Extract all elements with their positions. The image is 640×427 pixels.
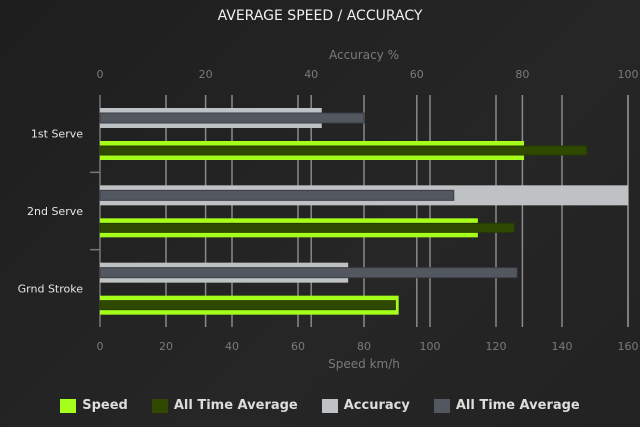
bar-speed-average <box>99 222 515 233</box>
tick-label-accuracy: 60 <box>410 68 424 81</box>
legend-swatch <box>151 398 168 413</box>
legend-swatch <box>60 398 77 413</box>
legend-item-speed[interactable]: Speed <box>60 398 128 413</box>
legend-item-speed-average[interactable]: All Time Average <box>151 398 298 413</box>
category-label: Grnd Stroke <box>18 282 84 295</box>
legend-swatch <box>433 398 450 413</box>
chart-title: AVERAGE SPEED / ACCURACY <box>217 8 423 24</box>
legend-label: All Time Average <box>173 398 298 413</box>
tick-label-accuracy: 0 <box>97 68 104 81</box>
bar-accuracy-average <box>99 267 518 279</box>
category-label: 1st Serve <box>31 128 83 141</box>
bar-accuracy-average <box>99 189 455 201</box>
tick-label-accuracy: 40 <box>304 68 318 81</box>
tick-label-accuracy: 80 <box>515 68 529 81</box>
bottom-axis-title: Speed km/h <box>328 357 400 371</box>
tick-label-speed: 120 <box>486 340 507 353</box>
legend-swatch <box>321 398 338 413</box>
tick-label-speed: 20 <box>159 340 173 353</box>
legend-label: Speed <box>82 398 128 413</box>
tick-label-speed: 140 <box>552 340 573 353</box>
tick-label-speed: 40 <box>225 340 239 353</box>
legend: Speed All Time Average Accuracy All Time… <box>0 398 640 413</box>
tick-label-accuracy: 20 <box>199 68 213 81</box>
category-label: 2nd Serve <box>27 205 83 218</box>
top-axis-title: Accuracy % <box>329 48 399 62</box>
tick-label-speed: 100 <box>420 340 441 353</box>
tick-label-accuracy: 100 <box>618 68 639 81</box>
legend-item-accuracy-average[interactable]: All Time Average <box>433 398 580 413</box>
bar-speed-average <box>99 145 588 156</box>
bar-accuracy-average <box>99 112 365 124</box>
bar-speed-average <box>99 300 396 311</box>
tick-label-speed: 60 <box>291 340 305 353</box>
tick-label-speed: 80 <box>357 340 371 353</box>
legend-item-accuracy[interactable]: Accuracy <box>321 398 410 413</box>
tick-label-speed: 160 <box>618 340 639 353</box>
legend-label: All Time Average <box>455 398 580 413</box>
legend-label: Accuracy <box>343 398 410 413</box>
tick-label-speed: 0 <box>97 340 104 353</box>
